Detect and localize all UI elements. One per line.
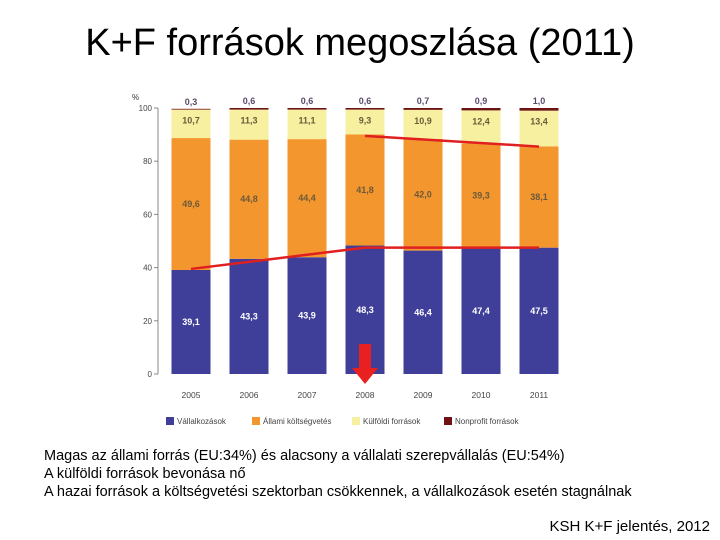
legend-swatch xyxy=(444,417,452,425)
data-label: 43,3 xyxy=(240,311,258,321)
x-tick-label: 2005 xyxy=(182,390,201,400)
data-label: 11,1 xyxy=(298,116,315,126)
data-label: 10,9 xyxy=(414,116,432,126)
bar-segment xyxy=(171,109,211,139)
x-tick-label: 2010 xyxy=(472,390,491,400)
bar-segment xyxy=(171,108,211,110)
y-tick-label: 20 xyxy=(143,317,152,326)
bar-segment xyxy=(287,109,327,140)
y-tick-label: 0 xyxy=(148,370,153,379)
note-line-2: A külföldi források bevonása nő xyxy=(44,466,246,482)
data-label: 10,7 xyxy=(182,116,200,126)
trend-line xyxy=(190,246,539,271)
slide-title: K+F források megoszlása (2011) xyxy=(85,22,635,64)
y-tick-label: 100 xyxy=(139,104,153,113)
data-label: 48,3 xyxy=(356,305,374,315)
bar-segment xyxy=(229,258,269,374)
bar-segment xyxy=(345,109,385,135)
legend-label: Állami költségvetés xyxy=(263,417,331,426)
bar-segment xyxy=(519,247,559,374)
legend-label: Vállalkozások xyxy=(177,417,227,426)
x-tick-label: 2007 xyxy=(298,390,317,400)
data-label: 41,8 xyxy=(356,185,374,195)
bar-segment xyxy=(345,134,385,246)
bar-segment xyxy=(345,108,385,110)
x-tick-label: 2006 xyxy=(240,390,259,400)
note-line-3: A hazai források a költségvetési szektor… xyxy=(44,484,632,500)
bar-segment xyxy=(461,143,501,248)
data-label: 1,0 xyxy=(533,96,546,106)
bar-segment xyxy=(403,138,443,251)
data-label: 9,3 xyxy=(359,116,372,126)
data-label: 12,4 xyxy=(472,116,490,126)
highlight-arrow xyxy=(352,344,378,384)
legend-swatch xyxy=(252,417,260,425)
bar-segment xyxy=(461,247,501,374)
y-tick-label: 60 xyxy=(143,210,152,219)
data-label: 11,3 xyxy=(240,116,257,126)
data-label: 47,5 xyxy=(530,306,548,316)
data-label: 0,9 xyxy=(475,96,488,106)
y-tick-label: 40 xyxy=(143,264,152,273)
bar-segment xyxy=(287,108,327,110)
bar-segment xyxy=(519,108,559,111)
trend-line xyxy=(364,134,540,148)
stacked-bar-chart: % 0 20 40 60 80 100 39,1 49,6 10,7 0,3 2005 43,3 44,8… xyxy=(118,86,578,440)
bar-segment xyxy=(229,108,269,110)
bar-segment xyxy=(171,269,211,374)
note-line-1: Magas az állami forrás (EU:34%) és alacs… xyxy=(44,448,565,464)
legend-label: Nonprofit források xyxy=(455,417,520,426)
data-label: 38,1 xyxy=(530,192,548,202)
data-label: 44,8 xyxy=(240,194,258,204)
data-label: 0,7 xyxy=(417,96,430,106)
source-text: KSH K+F jelentés, 2012 xyxy=(549,518,710,535)
bar-segment xyxy=(461,108,501,111)
x-tick-label: 2011 xyxy=(530,390,549,400)
notes: Magas az állami forrás (EU:34%) és alacs… xyxy=(44,447,714,501)
bar-segment xyxy=(229,109,269,140)
bar-segment xyxy=(403,250,443,374)
data-label: 43,9 xyxy=(298,311,316,321)
x-tick-label: 2008 xyxy=(356,390,375,400)
bar-segment xyxy=(403,109,443,139)
bar-segment xyxy=(519,146,559,248)
y-tick-label: 80 xyxy=(143,157,152,166)
data-label: 47,4 xyxy=(472,306,490,316)
data-label: 44,4 xyxy=(298,193,316,203)
data-label: 0,3 xyxy=(185,97,198,107)
bar-segment xyxy=(287,257,327,374)
y-axis-unit: % xyxy=(132,93,139,102)
data-label: 13,4 xyxy=(530,117,548,127)
data-label: 39,3 xyxy=(472,191,490,201)
bar-segment xyxy=(229,139,269,259)
bar-segment xyxy=(519,110,559,147)
legend-swatch xyxy=(352,417,360,425)
legend-label: Külföldi források xyxy=(363,417,421,426)
data-label: 49,6 xyxy=(182,199,200,209)
x-tick-label: 2009 xyxy=(414,390,433,400)
data-label: 0,6 xyxy=(301,96,314,106)
bar-segment xyxy=(171,138,211,270)
data-label: 42,0 xyxy=(414,190,432,200)
data-label: 0,6 xyxy=(243,96,256,106)
legend-swatch xyxy=(166,417,174,425)
bar-segment xyxy=(287,139,327,258)
data-label: 39,1 xyxy=(182,317,200,327)
bar-segment xyxy=(403,108,443,110)
data-label: 46,4 xyxy=(414,307,432,317)
bar-segment xyxy=(461,110,501,144)
chart-svg: % 0 20 40 60 80 100 39,1 49,6 10,7 0,3 2005 43,3 44,8… xyxy=(132,93,559,426)
data-label: 0,6 xyxy=(359,96,372,106)
